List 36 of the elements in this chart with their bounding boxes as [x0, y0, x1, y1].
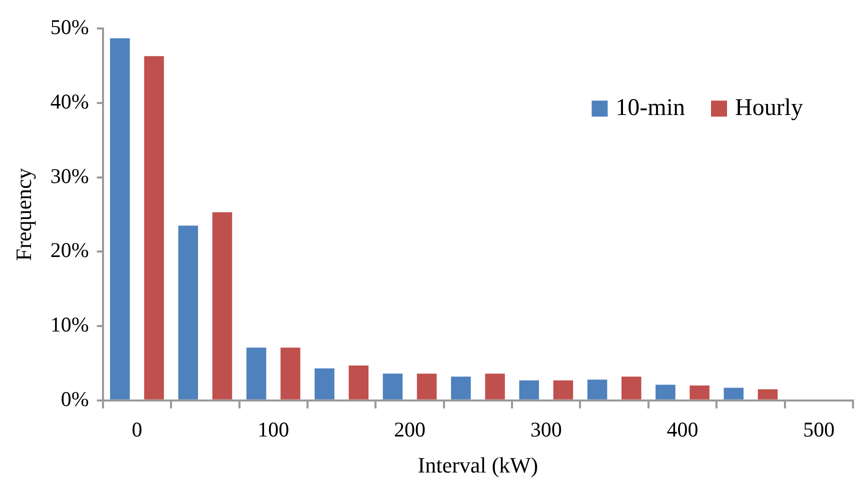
- bar: [656, 384, 676, 400]
- bar: [485, 374, 505, 400]
- bar: [553, 380, 574, 400]
- bar: [724, 388, 744, 400]
- x-tick-label: 200: [394, 418, 426, 442]
- bar: [587, 380, 608, 400]
- x-tick-label: 100: [258, 418, 290, 442]
- bar: [519, 380, 539, 400]
- bar: [382, 374, 403, 400]
- bar: [212, 212, 232, 400]
- bar: [110, 38, 130, 400]
- x-tick-label: 400: [666, 418, 698, 442]
- bar: [621, 376, 642, 400]
- bar: [178, 226, 198, 400]
- bar: [246, 348, 266, 400]
- y-tick-label: 20%: [50, 238, 89, 262]
- y-tick-label: 30%: [50, 164, 89, 188]
- x-tick-label: 300: [530, 418, 562, 442]
- legend-label: Hourly: [735, 94, 804, 121]
- bar: [416, 374, 437, 400]
- x-axis-title: Interval (kW): [418, 452, 538, 478]
- y-tick-label: 0%: [60, 386, 89, 411]
- y-axis-title: Frequency: [10, 168, 36, 261]
- y-tick-label: 10%: [50, 312, 89, 337]
- bar: [451, 376, 471, 400]
- bar: [348, 365, 368, 400]
- y-tick-label: 50%: [50, 15, 89, 40]
- legend-label: 10-min: [616, 94, 686, 121]
- y-tick-label: 40%: [50, 89, 89, 114]
- bar: [758, 389, 778, 400]
- bar: [144, 56, 164, 400]
- bar: [280, 348, 300, 400]
- x-tick-label: 0: [132, 418, 142, 442]
- x-tick-label: 500: [803, 418, 835, 442]
- bar: [690, 386, 710, 400]
- bar: [314, 368, 334, 400]
